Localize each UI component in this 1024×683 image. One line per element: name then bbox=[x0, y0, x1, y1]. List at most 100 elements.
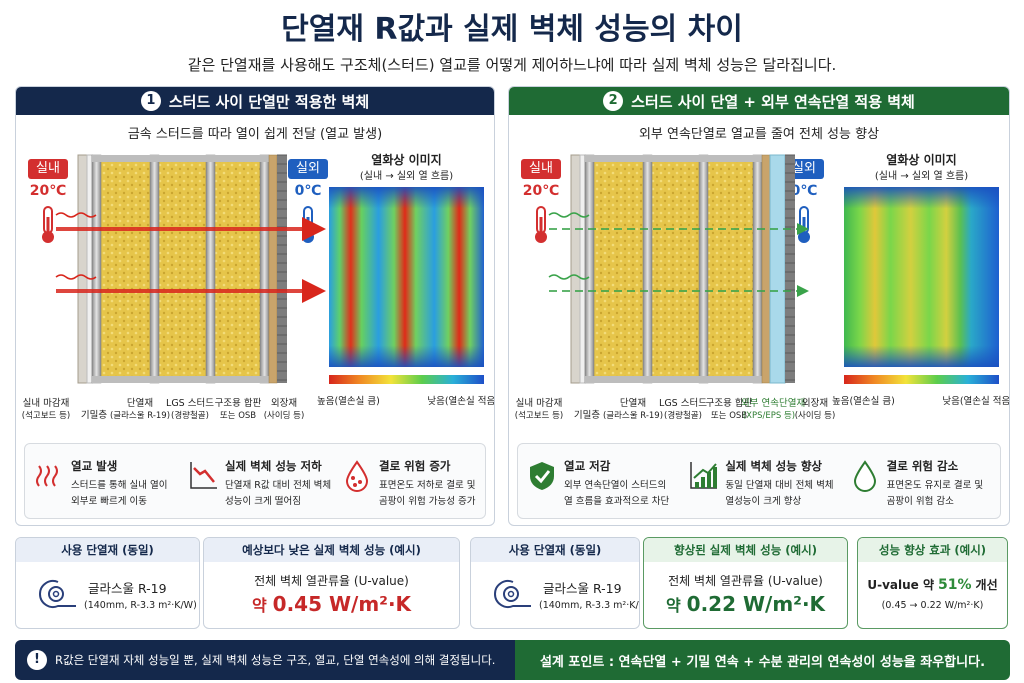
card-spec: (140mm, R-3.3 m²·K/W) bbox=[539, 600, 639, 611]
layer-detail: (경량철골) bbox=[171, 411, 209, 421]
improvement-prefix: U-value 약 bbox=[867, 578, 935, 592]
improvement-suffix: 개선 bbox=[975, 578, 998, 592]
card-header: 향상된 실제 벽체 성능 (예시) bbox=[644, 538, 847, 562]
roll-icon bbox=[494, 580, 531, 608]
stud bbox=[149, 154, 160, 384]
card-header: 예상보다 낮은 실제 벽체 성능 (예시) bbox=[204, 538, 459, 562]
effect-text: 성능이 크게 떨어짐 bbox=[225, 496, 301, 507]
effects-box: 열교 발생 스터드를 통해 실내 열이 외부로 빠르게 이동 실제 벽체 성능 저하 단… bbox=[24, 443, 486, 519]
subtitle: 같은 단열재를 사용해도 구조체(스터드) 열교를 어떻게 제어하느냐에 따라 … bbox=[187, 56, 837, 74]
shape bbox=[36, 465, 42, 487]
effect-text: 외부로 빠르게 이동 bbox=[71, 496, 147, 507]
effect-title: 실제 벽체 성능 향상 bbox=[725, 459, 822, 473]
thermometer bbox=[535, 206, 547, 243]
shape bbox=[853, 460, 876, 492]
panel-title: 스터드 사이 단열 + 외부 연속단열 적용 벽체 bbox=[631, 92, 915, 111]
siding bbox=[785, 155, 795, 383]
wall-section bbox=[548, 154, 809, 384]
scale-bar bbox=[844, 375, 999, 384]
effect-text: 곰팡이 위험 가능성 증가 bbox=[379, 496, 476, 507]
layer-name: 외장재 bbox=[270, 398, 298, 409]
layer-detail: 또는 OSB bbox=[219, 411, 257, 421]
shape bbox=[193, 467, 215, 483]
thermometer bbox=[798, 206, 810, 243]
card-material: 글라스울 R-19 bbox=[543, 581, 622, 596]
layer-detail: (글라스울 R-19) bbox=[602, 411, 664, 421]
shape bbox=[534, 470, 551, 484]
track bbox=[585, 376, 762, 383]
shape bbox=[535, 231, 547, 243]
shape bbox=[695, 482, 700, 488]
stud bbox=[752, 154, 763, 384]
shape bbox=[353, 483, 357, 487]
shape bbox=[52, 465, 58, 487]
scale-bar bbox=[329, 375, 484, 384]
notice-icon: ! bbox=[27, 650, 47, 670]
shape bbox=[713, 467, 718, 488]
indoor-label: 실내 bbox=[521, 159, 561, 179]
card-metric: 전체 벽체 열관류율 (U-value) bbox=[254, 574, 409, 588]
effects-box: 열교 저감 외부 연속단열이 스터드의 열 흐름을 효과적으로 차단 실제 벽체 성능… bbox=[517, 443, 1001, 519]
card-value: 약 0.45 W/m²·K bbox=[204, 592, 459, 616]
effect-text: 단열재 R값 대비 전체 벽체 bbox=[225, 480, 332, 491]
layer-detail: (석고보드 등) bbox=[21, 411, 71, 421]
outdoor-temperature: 0℃ bbox=[294, 183, 322, 199]
card-spec: (140mm, R-3.3 m²·K/W) bbox=[84, 600, 197, 611]
layer-name: 기밀층 bbox=[573, 410, 601, 421]
layer-detail: (글라스울 R-19) bbox=[109, 411, 171, 421]
shape bbox=[52, 590, 60, 598]
thermal-subtitle: (실내 → 실외 열 흐름) bbox=[874, 171, 969, 182]
outdoor-temperature: 0℃ bbox=[790, 183, 818, 199]
effect-title: 결로 위험 감소 bbox=[886, 459, 959, 473]
layer-name: 외부 연속단열재 bbox=[741, 398, 806, 409]
heat-wave bbox=[548, 212, 590, 218]
scale-low: 낮음(열손실 적음) bbox=[942, 396, 1010, 407]
notice-text: R값은 단열재 자체 성능일 뿐, 실제 벽체 성능은 구조, 열교, 단열 연… bbox=[55, 653, 496, 667]
track bbox=[92, 155, 269, 162]
panel-caption: 외부 연속단열로 열교를 줄여 전체 성능 향상 bbox=[638, 127, 880, 142]
roll-icon bbox=[39, 580, 76, 608]
panel-caption: 금속 스터드를 따라 열이 쉽게 전달 (열교 발생) bbox=[127, 127, 383, 142]
value-number: 0.45 W/m²·K bbox=[272, 592, 412, 616]
shape bbox=[701, 477, 706, 488]
shape bbox=[507, 590, 515, 598]
effect-title: 실제 벽체 성능 저하 bbox=[225, 459, 322, 473]
summary-card: 예상보다 낮은 실제 벽체 성능 (예시) 전체 벽체 열관류율 (U-value… bbox=[203, 537, 460, 629]
summary-card: 향상된 실제 벽체 성능 (예시) 전체 벽체 열관류율 (U-value) 약 0.… bbox=[643, 537, 848, 629]
insulation bbox=[585, 161, 761, 377]
thermal-title: 열화상 이미지 bbox=[371, 153, 442, 167]
heat-wave bbox=[55, 274, 97, 280]
stud bbox=[698, 154, 709, 384]
effect-text: 표면온도 유지로 결로 및 bbox=[886, 480, 984, 491]
panel-number: 1 bbox=[140, 91, 161, 111]
thermal-shade bbox=[329, 187, 484, 367]
value-number: 0.22 W/m²·K bbox=[686, 592, 826, 616]
layer-name: 구조용 합판 bbox=[214, 398, 262, 409]
air-barrier bbox=[86, 154, 93, 384]
air-barrier bbox=[579, 154, 586, 384]
panel-number: 2 bbox=[603, 91, 624, 111]
layer-detail: (석고보드 등) bbox=[514, 411, 564, 421]
layer-name: 실내 마감재 bbox=[22, 398, 70, 409]
layer-name: 구조용 합판 bbox=[705, 398, 753, 409]
effect-text: 열 흐름을 효과적으로 차단 bbox=[564, 496, 670, 507]
indoor-label: 실내 bbox=[28, 159, 68, 179]
value-prefix: 약 bbox=[665, 596, 681, 615]
sheathing bbox=[761, 154, 771, 384]
drywall bbox=[570, 154, 581, 384]
layer-detail: (사이딩 등) bbox=[794, 411, 836, 421]
layer-name: 외장재 bbox=[801, 398, 829, 409]
stud bbox=[259, 154, 270, 384]
thermal-subtitle: (실내 → 실외 열 흐름) bbox=[359, 171, 454, 182]
shape bbox=[351, 476, 355, 480]
effect-text: 표면온도 저하로 결로 및 bbox=[379, 480, 476, 491]
shape bbox=[42, 231, 54, 243]
outdoor-label: 실외 bbox=[288, 159, 328, 179]
title: 단열재 R값과 실제 벽체 성능의 차이 bbox=[281, 12, 743, 47]
layer-name: 단열재 bbox=[126, 398, 154, 409]
shape bbox=[345, 460, 369, 492]
siding bbox=[277, 155, 287, 383]
thermal-image bbox=[844, 187, 999, 367]
